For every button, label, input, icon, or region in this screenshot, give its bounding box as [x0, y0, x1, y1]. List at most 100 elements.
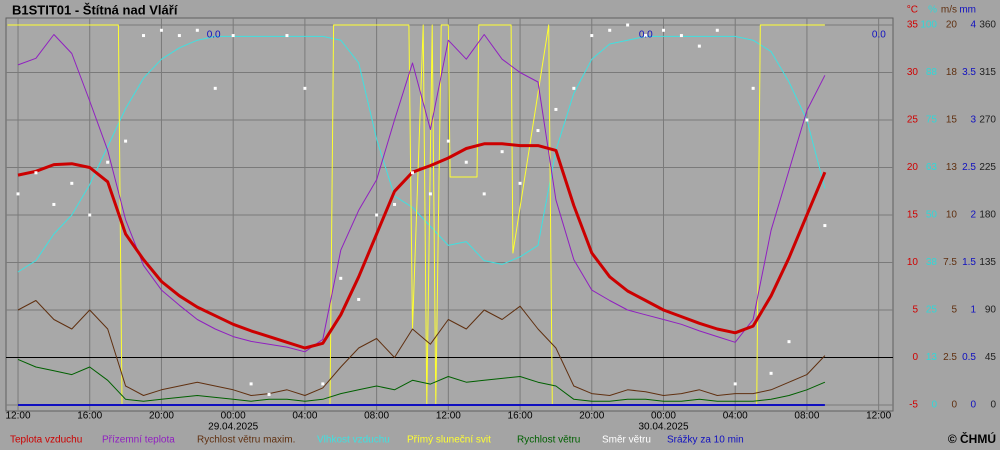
y-tick-label: 20	[946, 20, 958, 31]
direction-dot	[285, 34, 289, 38]
x-tick-label: 04:00	[723, 411, 748, 422]
direction-dot	[410, 171, 414, 175]
y-tick-label: 1.5	[962, 257, 976, 268]
direction-dot	[88, 213, 92, 217]
direction-dot	[590, 34, 594, 38]
annotation: 0.0	[872, 30, 886, 41]
series-line	[7, 24, 825, 406]
direction-dot	[267, 392, 271, 396]
y-tick-label: 225	[979, 162, 996, 173]
direction-dot	[142, 34, 146, 38]
direction-dot	[679, 34, 683, 38]
legend-entry: Rychlost větru	[517, 435, 580, 446]
y-tick-label: 315	[979, 67, 996, 78]
y-tick-label: 50	[926, 210, 938, 221]
legend-entry: Směr větru	[602, 435, 651, 446]
axis-unit: %	[928, 5, 937, 16]
y-tick-label: -5	[909, 400, 918, 411]
y-tick-label: 20	[907, 162, 919, 173]
direction-dot	[124, 139, 128, 143]
series-line	[17, 142, 827, 350]
x-tick-label: 12:00	[5, 411, 30, 422]
x-tick-label: 04:00	[292, 411, 317, 422]
direction-dot	[823, 224, 827, 228]
y-tick-label: 63	[926, 162, 938, 173]
direction-dot	[321, 382, 325, 386]
direction-dot	[213, 86, 217, 90]
y-tick-label: 35	[907, 20, 919, 31]
direction-dot	[303, 86, 307, 90]
direction-dot	[518, 181, 522, 185]
y-tick-label: 2	[970, 210, 976, 221]
y-tick-label: 2.5	[962, 162, 976, 173]
y-tick-label: 0	[990, 400, 996, 411]
x-tick-label: 08:00	[794, 411, 819, 422]
direction-dot	[536, 129, 540, 133]
y-tick-label: 18	[946, 67, 958, 78]
y-tick-label: 3	[970, 115, 976, 126]
y-tick-label: 88	[926, 67, 938, 78]
y-tick-label: 25	[907, 115, 919, 126]
direction-dot	[787, 340, 791, 344]
y-tick-label: 45	[985, 352, 997, 363]
x-tick-label: 08:00	[364, 411, 389, 422]
series-line	[17, 35, 826, 273]
direction-dot	[52, 202, 56, 206]
direction-dot	[106, 160, 110, 164]
direction-dot	[159, 28, 163, 32]
direction-dot	[644, 34, 648, 38]
x-tick-label: 00:00	[221, 411, 246, 422]
x-tick-label: 16:00	[77, 411, 102, 422]
direction-dot	[626, 23, 630, 27]
y-tick-label: 100	[920, 20, 937, 31]
direction-dot	[446, 139, 450, 143]
y-tick-label: 38	[926, 257, 938, 268]
direction-dot	[375, 213, 379, 217]
chart-title: B1STIT01 - Štítná nad Vláří	[12, 2, 178, 17]
x-date-label: 29.04.2025	[208, 422, 258, 433]
y-tick-label: 0	[970, 400, 976, 411]
y-tick-label: 75	[926, 115, 938, 126]
direction-dot	[697, 44, 701, 48]
x-tick-label: 16:00	[508, 411, 533, 422]
legend-entry: Srážky za 10 min	[667, 435, 744, 446]
y-tick-label: 13	[926, 352, 938, 363]
x-tick-label: 12:00	[436, 411, 461, 422]
direction-dot	[177, 34, 181, 38]
x-tick-label: 00:00	[651, 411, 676, 422]
y-tick-label: 5	[912, 305, 918, 316]
x-tick-label: 20:00	[149, 411, 174, 422]
direction-dot	[500, 150, 504, 154]
annotation: 0.0	[639, 30, 653, 41]
x-tick-label: 12:00	[866, 411, 891, 422]
direction-dot	[715, 28, 719, 32]
y-tick-label: 15	[946, 115, 958, 126]
direction-dot	[482, 192, 486, 196]
direction-dot	[733, 382, 737, 386]
y-tick-label: 2.5	[943, 352, 957, 363]
y-tick-label: 1	[970, 305, 976, 316]
direction-dot	[428, 192, 432, 196]
axis-unit: m/s	[941, 5, 957, 16]
axis-unit: °C	[907, 5, 918, 16]
series-line	[17, 300, 826, 396]
direction-dot	[16, 192, 20, 196]
legend-entry: Přímý sluneční svit	[407, 435, 491, 446]
series-line	[17, 358, 826, 402]
direction-dot	[195, 28, 199, 32]
y-tick-label: 270	[979, 115, 996, 126]
direction-dot	[249, 382, 253, 386]
legend-entry: Rychlost větru maxim.	[197, 435, 295, 446]
y-tick-label: 25	[926, 305, 938, 316]
legend-entry: Vlhkost vzduchu	[317, 435, 390, 446]
y-tick-label: 180	[979, 210, 996, 221]
direction-dot	[464, 160, 468, 164]
direction-dot	[34, 171, 38, 175]
legend-entry: Přízemní teplota	[102, 435, 175, 446]
y-tick-label: 10	[907, 257, 919, 268]
y-tick-label: 0	[931, 400, 937, 411]
direction-dot	[554, 107, 558, 111]
direction-dot	[70, 181, 74, 185]
y-tick-label: 0	[912, 352, 918, 363]
